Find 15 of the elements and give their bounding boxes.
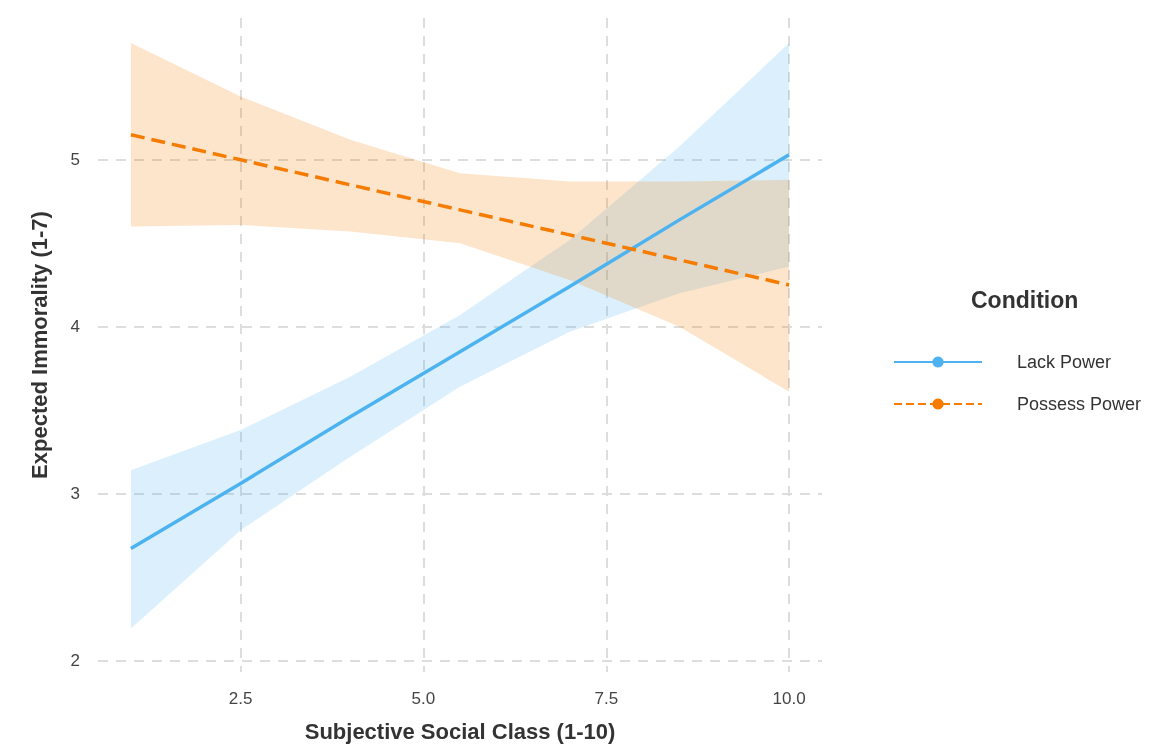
- legend-label: Possess Power: [1017, 394, 1142, 414]
- x-tick-label: 2.5: [228, 689, 253, 708]
- y-axis-title: Expected Immorality (1-7): [26, 211, 52, 479]
- y-tick-label: 2: [70, 650, 80, 670]
- x-axis-title: Subjective Social Class (1-10): [304, 718, 616, 744]
- legend-title: Condition: [971, 286, 1079, 313]
- x-tick-label: 10.0: [772, 689, 806, 708]
- y-tick-label: 3: [70, 483, 80, 503]
- legend-label: Lack Power: [1017, 352, 1112, 372]
- x-tick-label: 5.0: [411, 689, 436, 708]
- line-series: [129, 153, 791, 551]
- line-series: [129, 133, 791, 287]
- y-tick-label: 5: [70, 150, 80, 170]
- y-tick-label: 4: [70, 317, 80, 337]
- x-tick-label: 7.5: [594, 689, 619, 708]
